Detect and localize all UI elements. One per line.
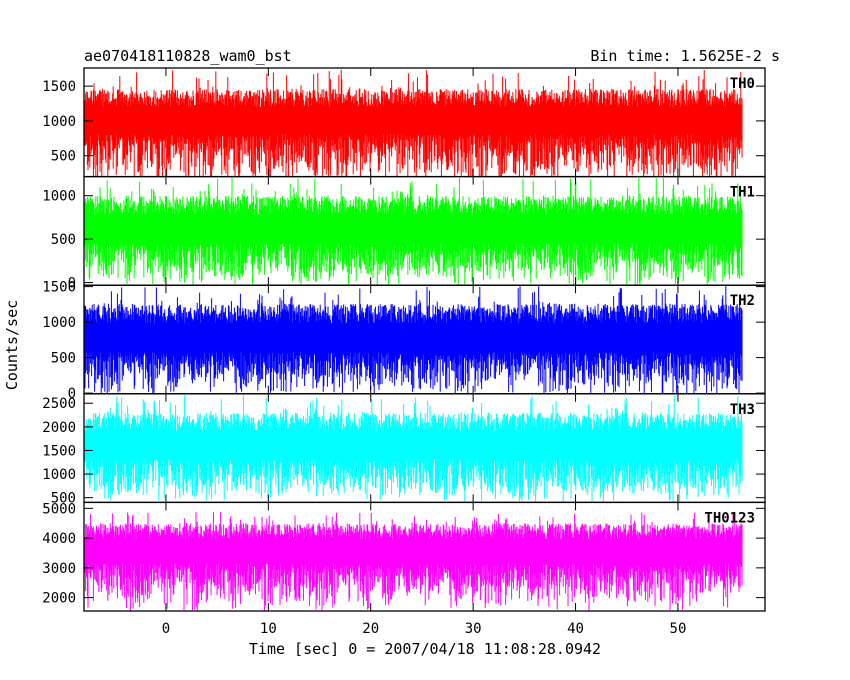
y-tick-label-th2-1500: 1500 bbox=[42, 280, 76, 296]
x-tick-label-0: 0 bbox=[162, 621, 170, 637]
y-tick-label-th0-1000: 1000 bbox=[42, 114, 76, 130]
panel-label-th0: TH0 bbox=[730, 76, 755, 92]
y-tick-label-th3-1500: 1500 bbox=[42, 443, 76, 459]
y-tick-label-th2-1000: 1000 bbox=[42, 315, 76, 331]
y-tick-label-th3-1000: 1000 bbox=[42, 467, 76, 483]
y-tick-label-th0-500: 500 bbox=[51, 149, 76, 165]
chart-title-left: ae070418110828_wam0_bst bbox=[84, 47, 292, 65]
panel-label-th2: TH2 bbox=[730, 293, 755, 309]
x-tick-label-40: 40 bbox=[567, 621, 584, 637]
x-axis-label: Time [sec] 0 = 2007/04/18 11:08:28.0942 bbox=[249, 640, 601, 658]
y-tick-label-th2-500: 500 bbox=[51, 351, 76, 367]
x-tick-label-10: 10 bbox=[260, 621, 277, 637]
panel-label-th3: TH3 bbox=[730, 402, 755, 418]
y-tick-label-th3-500: 500 bbox=[51, 491, 76, 507]
panel-label-th1: TH1 bbox=[730, 185, 755, 201]
y-tick-label-th0-1500: 1500 bbox=[42, 79, 76, 95]
panel-frame-th0123 bbox=[83, 501, 766, 612]
series-th3 bbox=[84, 395, 743, 503]
series-th2 bbox=[84, 286, 743, 394]
y-tick-label-th1-1000: 1000 bbox=[42, 189, 76, 205]
x-tick-label-20: 20 bbox=[362, 621, 379, 637]
panel-label-th0123: TH0123 bbox=[704, 510, 755, 526]
y-tick-label-th2-0: 0 bbox=[68, 386, 76, 402]
series-th0123 bbox=[84, 512, 743, 611]
x-tick-label-30: 30 bbox=[465, 621, 482, 637]
x-tick-label-50: 50 bbox=[670, 621, 687, 637]
y-tick-label-th0123-4000: 4000 bbox=[42, 531, 76, 547]
series-th0 bbox=[84, 69, 743, 177]
y-tick-label-th3-2500: 2500 bbox=[42, 396, 76, 412]
y-tick-label-th0123-3000: 3000 bbox=[42, 561, 76, 577]
y-tick-label-th0123-5000: 5000 bbox=[42, 501, 76, 517]
y-tick-label-th1-500: 500 bbox=[51, 232, 76, 248]
y-tick-label-th3-2000: 2000 bbox=[42, 420, 76, 436]
chart-title-right: Bin time: 1.5625E-2 s bbox=[590, 47, 780, 65]
y-tick-label-th0123-2000: 2000 bbox=[42, 591, 76, 607]
series-th1 bbox=[84, 177, 743, 286]
y-axis-label: Counts/sec bbox=[3, 300, 21, 390]
y-tick-label-th1-0: 0 bbox=[68, 276, 76, 292]
